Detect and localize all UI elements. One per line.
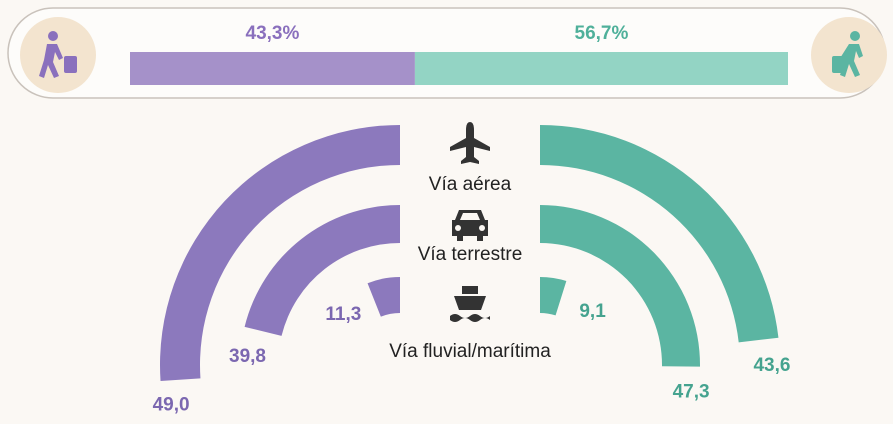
- value-label: 49,0: [153, 395, 190, 416]
- traveler-icon-left: [39, 31, 77, 78]
- plane-icon: [450, 122, 490, 164]
- traveler-icon-right: [832, 31, 863, 77]
- category-label: Vía fluvial/marítima: [389, 341, 551, 362]
- share-bar: [130, 52, 415, 85]
- share-bar: [414, 52, 788, 85]
- value-label: 47,3: [673, 381, 710, 402]
- arc-bar: [367, 277, 400, 317]
- share-label: 43,3%: [246, 23, 300, 44]
- value-label: 39,8: [229, 346, 266, 367]
- category-label: Vía aérea: [429, 174, 512, 195]
- arc-bar: [540, 125, 779, 343]
- arc-bar: [540, 205, 700, 367]
- arc-bar: [540, 277, 567, 316]
- value-label: 11,3: [325, 304, 361, 325]
- arc-bar: [244, 205, 400, 336]
- category-label: Vía terrestre: [418, 244, 523, 265]
- share-label: 56,7%: [575, 23, 629, 44]
- arc-bar: [160, 125, 400, 382]
- car-icon: [452, 210, 488, 241]
- value-label: 43,6: [753, 355, 790, 376]
- ship-icon: [450, 286, 490, 322]
- value-label: 9,1: [579, 301, 606, 322]
